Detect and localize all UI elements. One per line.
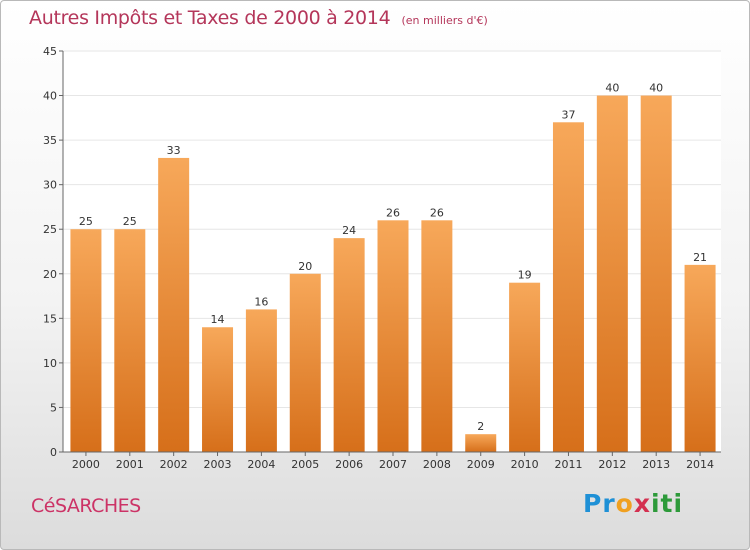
bars: 25 25 33 14 16 20 24 26 26 2 19 37 40 40 21 (70, 82, 716, 453)
y-tick-label: 40 (43, 90, 57, 103)
x-tick-label: 2006 (335, 458, 363, 471)
x-tick-label: 2010 (511, 458, 539, 471)
chart-title: Autres Impôts et Taxes de 2000 à 2014 (29, 7, 391, 29)
bar (289, 273, 321, 452)
bar (421, 220, 453, 452)
bar (509, 282, 541, 452)
bar (158, 157, 190, 452)
logo-part: x (633, 489, 651, 518)
y-tick-label: 10 (43, 357, 57, 370)
x-tick-label: 2005 (291, 458, 319, 471)
bar-value-label: 14 (211, 313, 225, 326)
bar-value-label: 25 (123, 215, 137, 228)
y-tick-label: 5 (50, 401, 57, 414)
proxiti-logo: Proxiti (583, 489, 683, 518)
bar (465, 434, 497, 452)
logo-part: o (615, 489, 634, 518)
x-tick-label: 2012 (598, 458, 626, 471)
bar-value-label: 37 (561, 108, 575, 121)
bar-value-label: 40 (605, 82, 619, 95)
y-tick-label: 15 (43, 312, 57, 325)
bar (552, 122, 584, 453)
x-tick-label: 2002 (160, 458, 188, 471)
bar-value-label: 19 (518, 269, 532, 282)
title-area: Autres Impôts et Taxes de 2000 à 2014 (e… (29, 7, 488, 29)
x-tick-label: 2000 (72, 458, 100, 471)
y-tick-label: 20 (43, 268, 57, 281)
y-tick-label: 35 (43, 134, 57, 147)
x-tick-label: 2004 (247, 458, 275, 471)
bar (114, 229, 146, 452)
y-tick-label: 0 (50, 446, 57, 459)
bar-value-label: 26 (386, 206, 400, 219)
y-tick-label: 30 (43, 179, 57, 192)
x-tick-label: 2007 (379, 458, 407, 471)
bar (70, 229, 102, 452)
y-tick-label: 45 (43, 45, 57, 58)
bar (202, 327, 234, 452)
x-tick-label: 2008 (423, 458, 451, 471)
place-name: CéSARCHES (31, 495, 141, 517)
axes: 0 5 10 15 20 25 30 35 40 45 2000 2001 2002 2003 2004 20… (43, 45, 721, 471)
bar (333, 238, 365, 452)
bar-value-label: 40 (649, 82, 663, 95)
bar (640, 95, 672, 453)
bar-value-label: 16 (254, 295, 268, 308)
x-tick-label: 2013 (642, 458, 670, 471)
x-tick-label: 2011 (554, 458, 582, 471)
bar-value-label: 24 (342, 224, 356, 237)
bar-value-label: 20 (298, 260, 312, 273)
x-tick-label: 2003 (204, 458, 232, 471)
bar (596, 95, 628, 453)
bar-value-label: 33 (167, 144, 181, 157)
y-tick-label: 25 (43, 223, 57, 236)
bar-value-label: 26 (430, 206, 444, 219)
bar (245, 309, 277, 452)
bar-value-label: 25 (79, 215, 93, 228)
logo-part: iti (650, 489, 684, 518)
x-tick-label: 2014 (686, 458, 714, 471)
bar-value-label: 21 (693, 251, 707, 264)
bar-value-label: 2 (477, 420, 484, 433)
bar (684, 264, 716, 452)
chart-subtitle: (en milliers d'€) (401, 14, 488, 27)
x-tick-label: 2001 (116, 458, 144, 471)
logo-part: Pr (583, 489, 616, 518)
bar (377, 220, 409, 452)
x-tick-label: 2009 (467, 458, 495, 471)
